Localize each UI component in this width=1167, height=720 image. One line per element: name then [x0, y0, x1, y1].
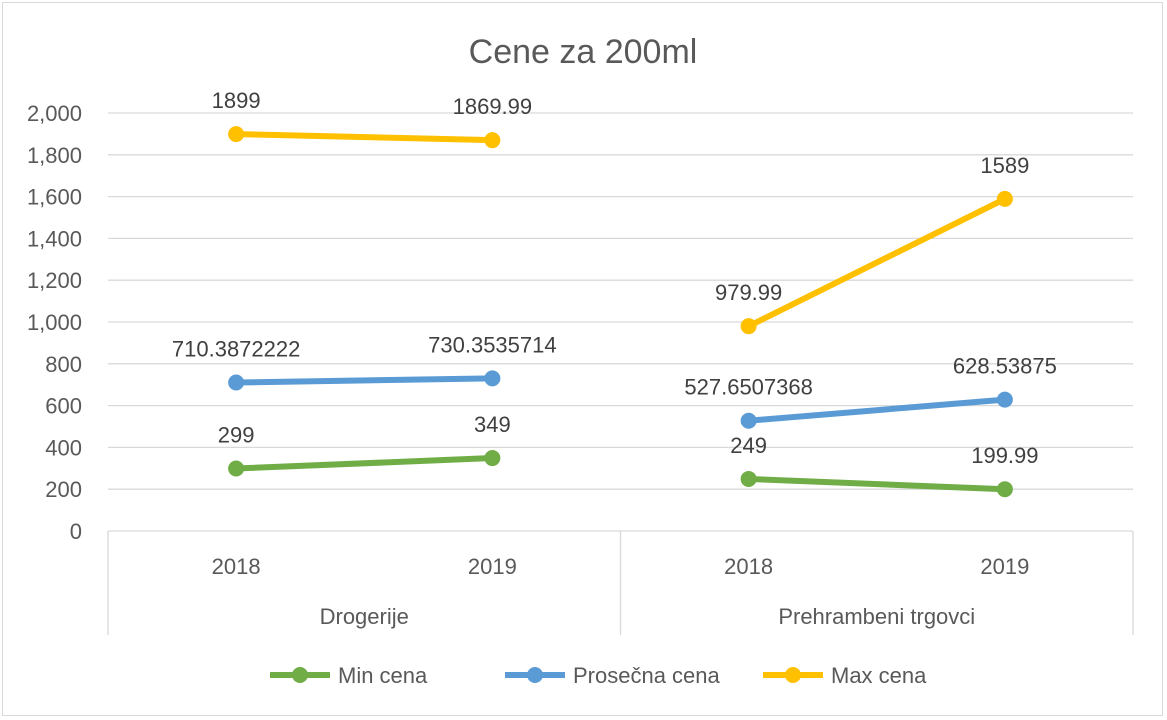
data-point [996, 481, 1013, 498]
data-label: 730.3535714 [428, 332, 556, 357]
data-point [228, 126, 245, 143]
series-line [745, 475, 1008, 493]
x-tick-label: 2018 [724, 554, 773, 579]
y-tick-label: 1,200 [27, 268, 82, 293]
series-lines [233, 131, 1008, 493]
data-point [740, 470, 757, 487]
series-line [233, 455, 496, 472]
legend: Min cena Prosečna cena Max cena [270, 663, 927, 688]
gridlines [108, 112, 1133, 490]
series-line [745, 195, 1008, 330]
series-line [233, 131, 496, 144]
y-tick-label: 1,400 [27, 226, 82, 251]
data-label: 1589 [980, 153, 1029, 178]
series-line [233, 375, 496, 386]
data-point [228, 374, 245, 391]
y-tick-label: 2,000 [27, 101, 82, 126]
data-point [740, 412, 757, 429]
x-tick-label: 2018 [212, 554, 261, 579]
y-tick-label: 400 [45, 435, 82, 460]
data-label: 1899 [212, 88, 261, 113]
y-tick-label: 1,000 [27, 310, 82, 335]
data-label: 249 [730, 433, 767, 458]
data-label: 979.99 [715, 280, 782, 305]
series-points [228, 126, 1013, 498]
data-point [228, 460, 245, 477]
data-point [484, 370, 501, 387]
data-point [484, 450, 501, 467]
x-tick-label: 2019 [468, 554, 517, 579]
data-label: 199.99 [971, 443, 1038, 468]
legend-label: Max cena [831, 663, 927, 688]
legend-marker [785, 667, 801, 683]
legend-marker [292, 667, 308, 683]
data-label: 349 [474, 412, 511, 437]
y-tick-label: 200 [45, 477, 82, 502]
data-point [996, 391, 1013, 408]
data-label: 628.53875 [953, 354, 1057, 379]
data-labels: 299 349 249 199.99 710.3872222 730.3535714 527… [172, 88, 1057, 468]
chart-title: Cene za 200ml [469, 33, 698, 71]
series-line [745, 396, 1008, 424]
y-tick-label: 800 [45, 352, 82, 377]
x-tick-label: 2019 [980, 554, 1029, 579]
y-tick-label: 600 [45, 394, 82, 419]
data-point [484, 132, 501, 149]
y-tick-label: 1,600 [27, 185, 82, 210]
y-tick-label: 0 [70, 519, 82, 544]
legend-label: Min cena [338, 663, 428, 688]
data-label: 299 [218, 423, 255, 448]
y-axis: 0 200 400 600 800 1,000 1,200 1,400 1,600 1,800 2,… [27, 101, 82, 544]
legend-marker [527, 667, 543, 683]
y-tick-label: 1,800 [27, 143, 82, 168]
data-point [740, 318, 757, 335]
x-group-label: Drogerije [320, 604, 409, 629]
data-label: 710.3872222 [172, 337, 300, 362]
x-group-label: Prehrambeni trgovci [778, 604, 975, 629]
legend-label: Prosečna cena [573, 663, 721, 688]
data-point [996, 190, 1013, 207]
data-label: 527.6507368 [684, 375, 812, 400]
data-label: 1869.99 [453, 94, 533, 119]
